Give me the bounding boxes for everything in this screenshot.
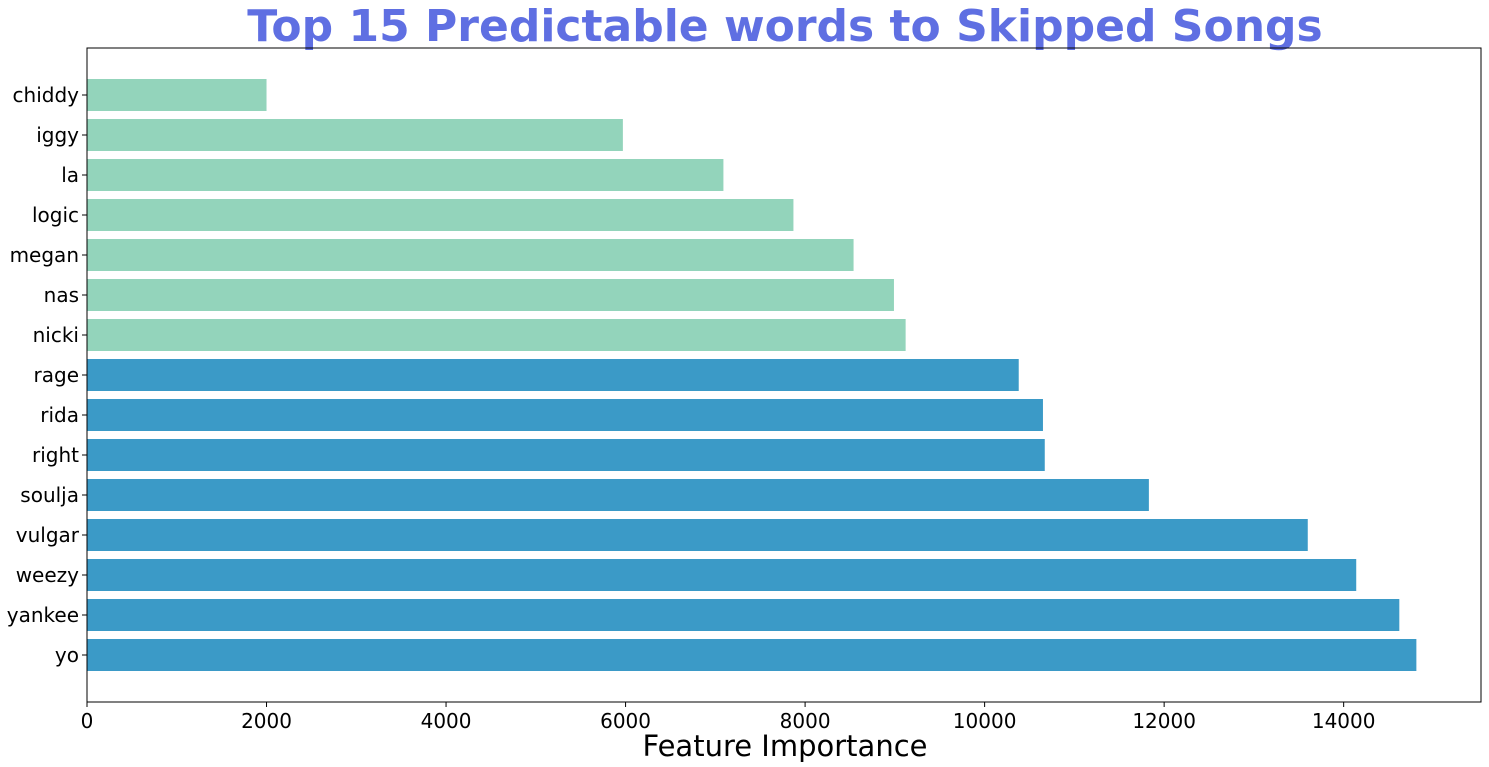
bar-nas <box>87 279 894 311</box>
x-tick-label: 14000 <box>1312 709 1376 733</box>
chart-title: Top 15 Predictable words to Skipped Song… <box>247 1 1322 52</box>
y-tick-label: yo <box>55 643 79 667</box>
x-tick-label: 8000 <box>780 709 831 733</box>
bar-yankee <box>87 599 1400 631</box>
x-tick-label: 4000 <box>421 709 472 733</box>
y-tick-label: rida <box>40 403 79 427</box>
x-axis-ticks: 0 2000 4000 6000 8000 10000 12000 14000 <box>81 702 1376 733</box>
bar-nicki <box>87 319 906 351</box>
y-tick-label: chiddy <box>13 83 80 107</box>
x-tick-label: 6000 <box>600 709 651 733</box>
y-axis-ticks: chiddy iggy la logic megan nas nicki rage rida ri… <box>7 83 87 667</box>
bars-group <box>87 79 1417 671</box>
y-tick-label: weezy <box>16 563 79 587</box>
y-tick-label: la <box>61 163 79 187</box>
bar-yo <box>87 639 1417 671</box>
y-tick-label: soulja <box>20 483 79 507</box>
bar-logic <box>87 199 794 231</box>
y-tick-label: iggy <box>36 123 79 147</box>
bar-vulgar <box>87 519 1308 551</box>
x-tick-label: 10000 <box>953 709 1017 733</box>
bar-megan <box>87 239 854 271</box>
y-tick-label: nas <box>44 283 79 307</box>
x-axis-label: Feature Importance <box>643 729 928 763</box>
x-tick-label: 12000 <box>1132 709 1196 733</box>
bar-la <box>87 159 724 191</box>
bar-chiddy <box>87 79 267 111</box>
y-tick-label: nicki <box>33 323 79 347</box>
bar-soulja <box>87 479 1149 511</box>
y-tick-label: right <box>32 443 79 467</box>
y-tick-label: vulgar <box>16 523 80 547</box>
bar-right <box>87 439 1045 471</box>
bar-iggy <box>87 119 623 151</box>
plot-frame <box>86 47 1482 703</box>
x-tick-label: 2000 <box>241 709 292 733</box>
bar-rage <box>87 359 1019 391</box>
y-tick-label: logic <box>32 203 79 227</box>
x-tick-label: 0 <box>81 709 94 733</box>
y-tick-label: yankee <box>7 603 79 627</box>
y-tick-label: rage <box>34 363 79 387</box>
bar-weezy <box>87 559 1357 591</box>
y-tick-label: megan <box>10 243 79 267</box>
bar-rida <box>87 399 1043 431</box>
